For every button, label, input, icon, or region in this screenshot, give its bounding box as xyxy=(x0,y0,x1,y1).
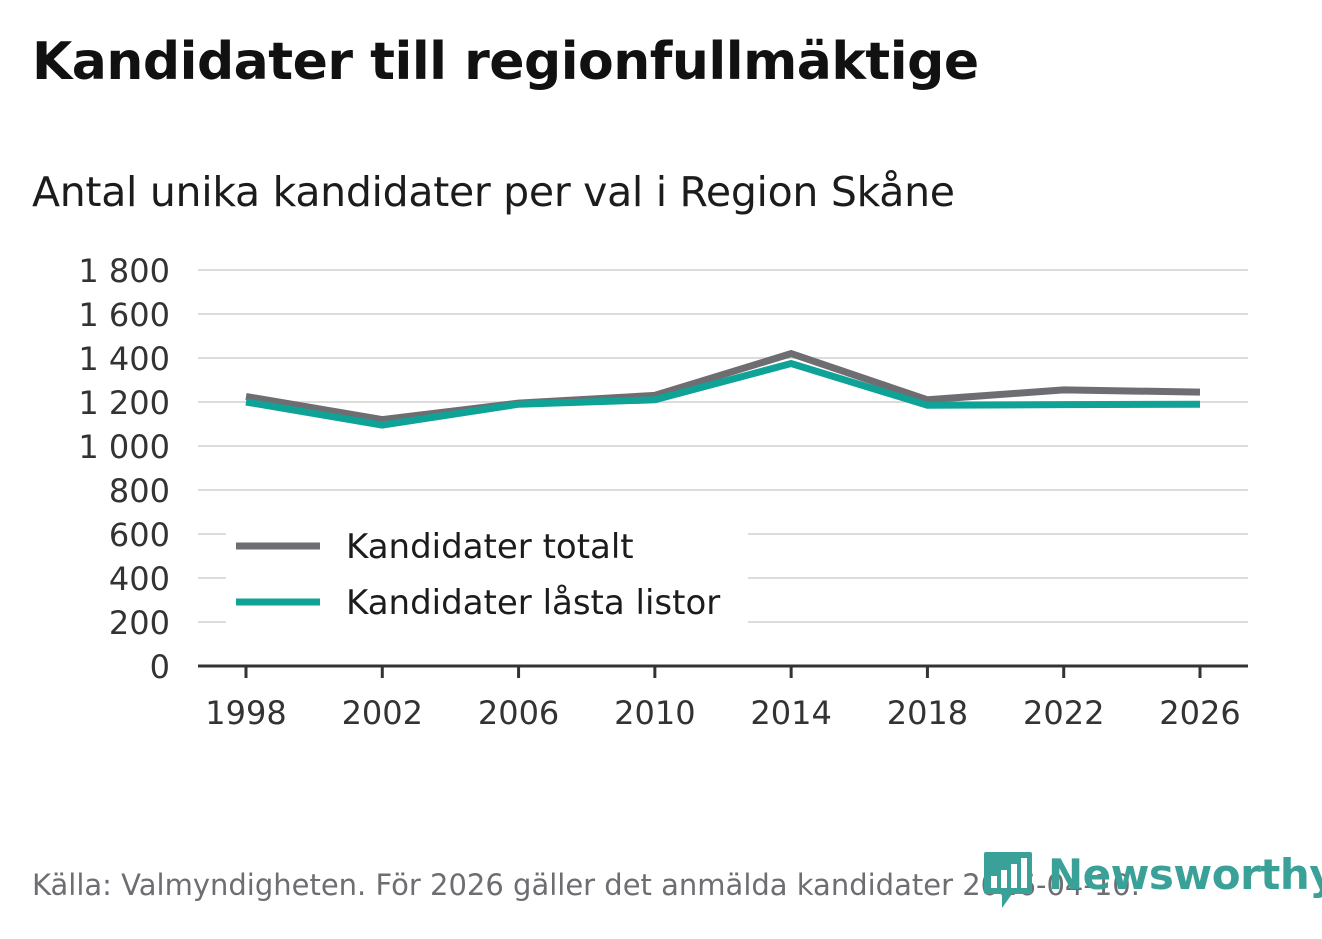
y-tick-label: 1 400 xyxy=(78,340,170,378)
x-tick-label: 2006 xyxy=(478,694,559,732)
legend-background xyxy=(226,522,748,624)
y-tick-label: 600 xyxy=(109,516,170,554)
x-tick-label: 2014 xyxy=(750,694,831,732)
series-line-totalt xyxy=(245,349,1201,424)
x-tick-label: 2010 xyxy=(614,694,695,732)
brand-logo: Newsworthy xyxy=(982,848,1322,912)
chart-title: Kandidater till regionfullmäktige xyxy=(32,32,979,92)
x-tick-label: 1998 xyxy=(205,694,286,732)
x-tick-label: 2002 xyxy=(342,694,423,732)
x-tick-label: 2026 xyxy=(1159,694,1240,732)
line-chart: 0 200 400 600 800 1 000 1 200 1 400 1 600 1 800 1… xyxy=(78,252,1248,732)
source-note: Källa: Valmyndigheten. För 2026 gäller d… xyxy=(32,868,1140,902)
legend-label: Kandidater totalt xyxy=(346,527,634,567)
series-lines xyxy=(245,349,1201,429)
legend: Kandidater totalt Kandidater låsta listor xyxy=(226,522,748,624)
brand-name: Newsworthy xyxy=(1048,850,1322,899)
x-axis: 1998 2002 2006 2010 2014 2018 2022 2026 xyxy=(198,664,1248,732)
y-tick-label: 1 800 xyxy=(78,252,170,290)
y-tick-label: 800 xyxy=(109,472,170,510)
series-line-lasta-listor xyxy=(245,359,1201,429)
y-tick-label: 1 000 xyxy=(78,428,170,466)
y-tick-label: 200 xyxy=(109,604,170,642)
legend-label: Kandidater låsta listor xyxy=(346,583,720,623)
bar-chart-speech-bubble-icon xyxy=(984,852,1032,908)
y-tick-label: 1 600 xyxy=(78,296,170,334)
y-tick-label: 1 200 xyxy=(78,384,170,422)
y-axis-ticks: 0 200 400 600 800 1 000 1 200 1 400 1 600 1 800 xyxy=(78,252,170,686)
x-tick-label: 2018 xyxy=(887,694,968,732)
y-tick-label: 0 xyxy=(150,648,170,686)
y-tick-label: 400 xyxy=(109,560,170,598)
chart-subtitle: Antal unika kandidater per val i Region … xyxy=(32,168,955,216)
x-tick-label: 2022 xyxy=(1023,694,1104,732)
